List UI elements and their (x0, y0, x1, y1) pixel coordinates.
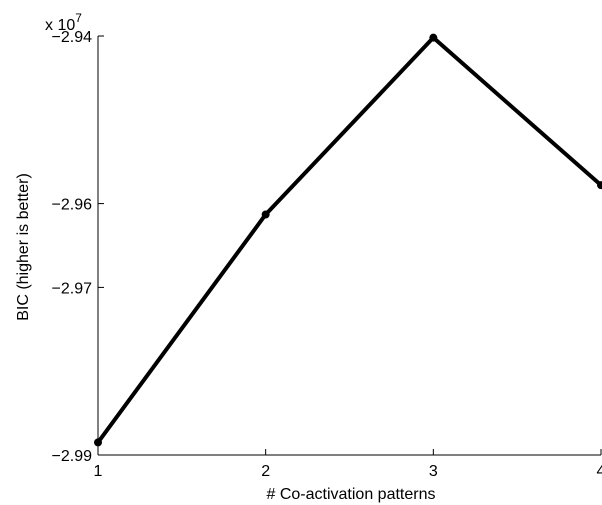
y-ticks: −2.94 −2.96 −2.97 −2.99 (52, 29, 104, 465)
y-tick-label: −2.96 (52, 197, 93, 214)
axes (97, 36, 601, 456)
y-axis-label: BIC (higher is better) (15, 173, 32, 321)
x-tick-label: 1 (94, 463, 103, 480)
y-tick-label: −2.97 (52, 280, 93, 297)
data-point (261, 210, 270, 219)
data-point (597, 181, 602, 190)
y-tick-label: −2.99 (52, 448, 93, 465)
x-axis-label: # Co-activation patterns (267, 486, 436, 503)
data-point (94, 438, 102, 447)
data-point (429, 33, 438, 42)
x-tick-label: 3 (429, 463, 438, 480)
x-tick-label: 2 (261, 463, 270, 480)
series-group (94, 33, 602, 447)
y-tick-label: −2.94 (52, 29, 93, 46)
x-ticks: 1 2 3 4 (94, 449, 602, 480)
x-tick-label: 4 (597, 463, 602, 480)
y-scale-label: x 107 (45, 11, 82, 34)
series-line (96, 35, 602, 444)
